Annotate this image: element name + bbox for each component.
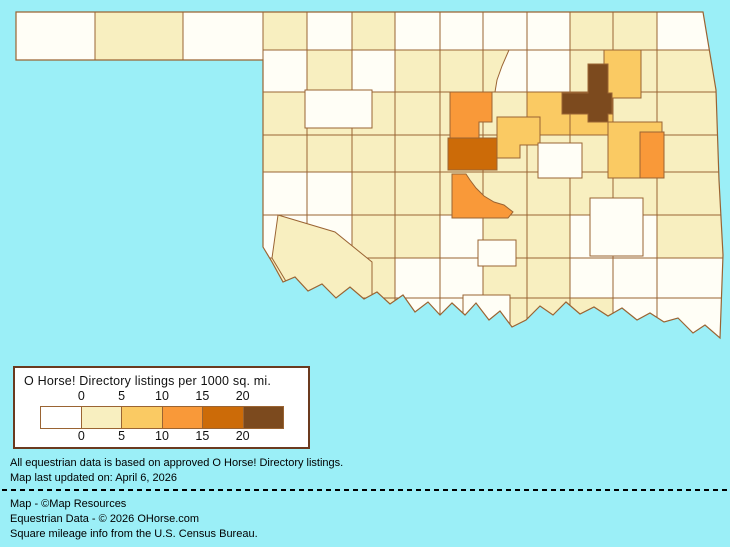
legend-swatch [121,407,162,428]
county [482,12,528,51]
county [306,171,353,216]
legend-swatch [202,407,243,428]
county [394,214,441,259]
county [569,257,614,299]
county [394,49,441,93]
county [262,134,308,173]
county [526,49,571,93]
county [182,12,264,61]
county [526,214,571,259]
county [262,49,308,93]
legend-swatch [80,407,121,428]
county [306,49,353,93]
legend-swatch [161,407,202,428]
legend-tick-label: 5 [118,429,126,443]
county [526,257,571,299]
county [262,12,308,51]
county [462,294,511,333]
county [439,12,484,51]
legend-swatch [242,407,283,428]
credit-map-resources: Map - ©Map Resources [10,498,127,510]
county [496,116,541,159]
county [351,297,396,338]
county [569,12,614,51]
legend-tick-label: 0 [77,429,85,443]
county [394,171,441,216]
legend-ticks-bottom: 0 5 10 15 20 [15,429,308,444]
county [603,49,642,99]
county [351,171,396,216]
county [16,12,96,61]
footer-data-note: All equestrian data is based on approved… [10,457,344,469]
county [306,297,353,338]
county [351,134,396,173]
county [439,214,484,259]
legend-tick-label: 15 [195,389,210,403]
county [612,257,658,299]
credit-census-bureau: Square mileage info from the U.S. Census… [10,528,258,540]
county [656,49,723,93]
county [394,134,441,173]
legend-swatch [41,407,81,428]
county [439,257,484,299]
county [394,257,441,299]
legend-tick-label: 15 [195,429,210,443]
legend-tick-label: 0 [77,389,85,403]
legend-box: O Horse! Directory listings per 1000 sq.… [13,366,310,449]
county [394,297,441,338]
county [656,214,723,259]
county [477,239,517,267]
county [537,142,583,179]
legend-tick-label: 10 [155,389,169,403]
county [94,12,184,61]
county [561,63,613,123]
state-outline [15,11,724,340]
county [351,12,396,51]
county [569,297,614,338]
county [306,12,353,51]
county [451,173,514,219]
county [447,137,498,171]
oklahoma-county-choropleth-map [15,11,724,340]
county [304,89,373,129]
credit-equestrian-data: Equestrian Data - © 2026 OHorse.com [10,513,200,525]
county [656,171,723,216]
county [439,49,484,93]
county [656,257,723,299]
county [262,91,308,136]
footer-updated-note: Map last updated on: April 6, 2026 [10,472,177,484]
county [394,91,441,136]
legend-title: O Horse! Directory listings per 1000 sq.… [24,374,272,388]
county [262,297,308,338]
legend-color-ramp [40,406,284,429]
legend-tick-label: 20 [235,389,250,403]
county [656,91,723,136]
county [306,134,353,173]
legend-tick-label: 5 [118,389,126,403]
county-layer [16,12,723,338]
county [656,12,723,51]
legend-tick-label: 10 [155,429,169,443]
county [394,12,441,51]
legend-ticks-top: 0 5 10 15 20 [15,389,308,404]
county [589,197,644,257]
county [526,12,571,51]
county [351,49,396,93]
dashed-divider [2,489,728,491]
county [612,12,658,51]
county [639,131,665,179]
county [262,171,308,216]
legend-tick-label: 20 [235,429,250,443]
